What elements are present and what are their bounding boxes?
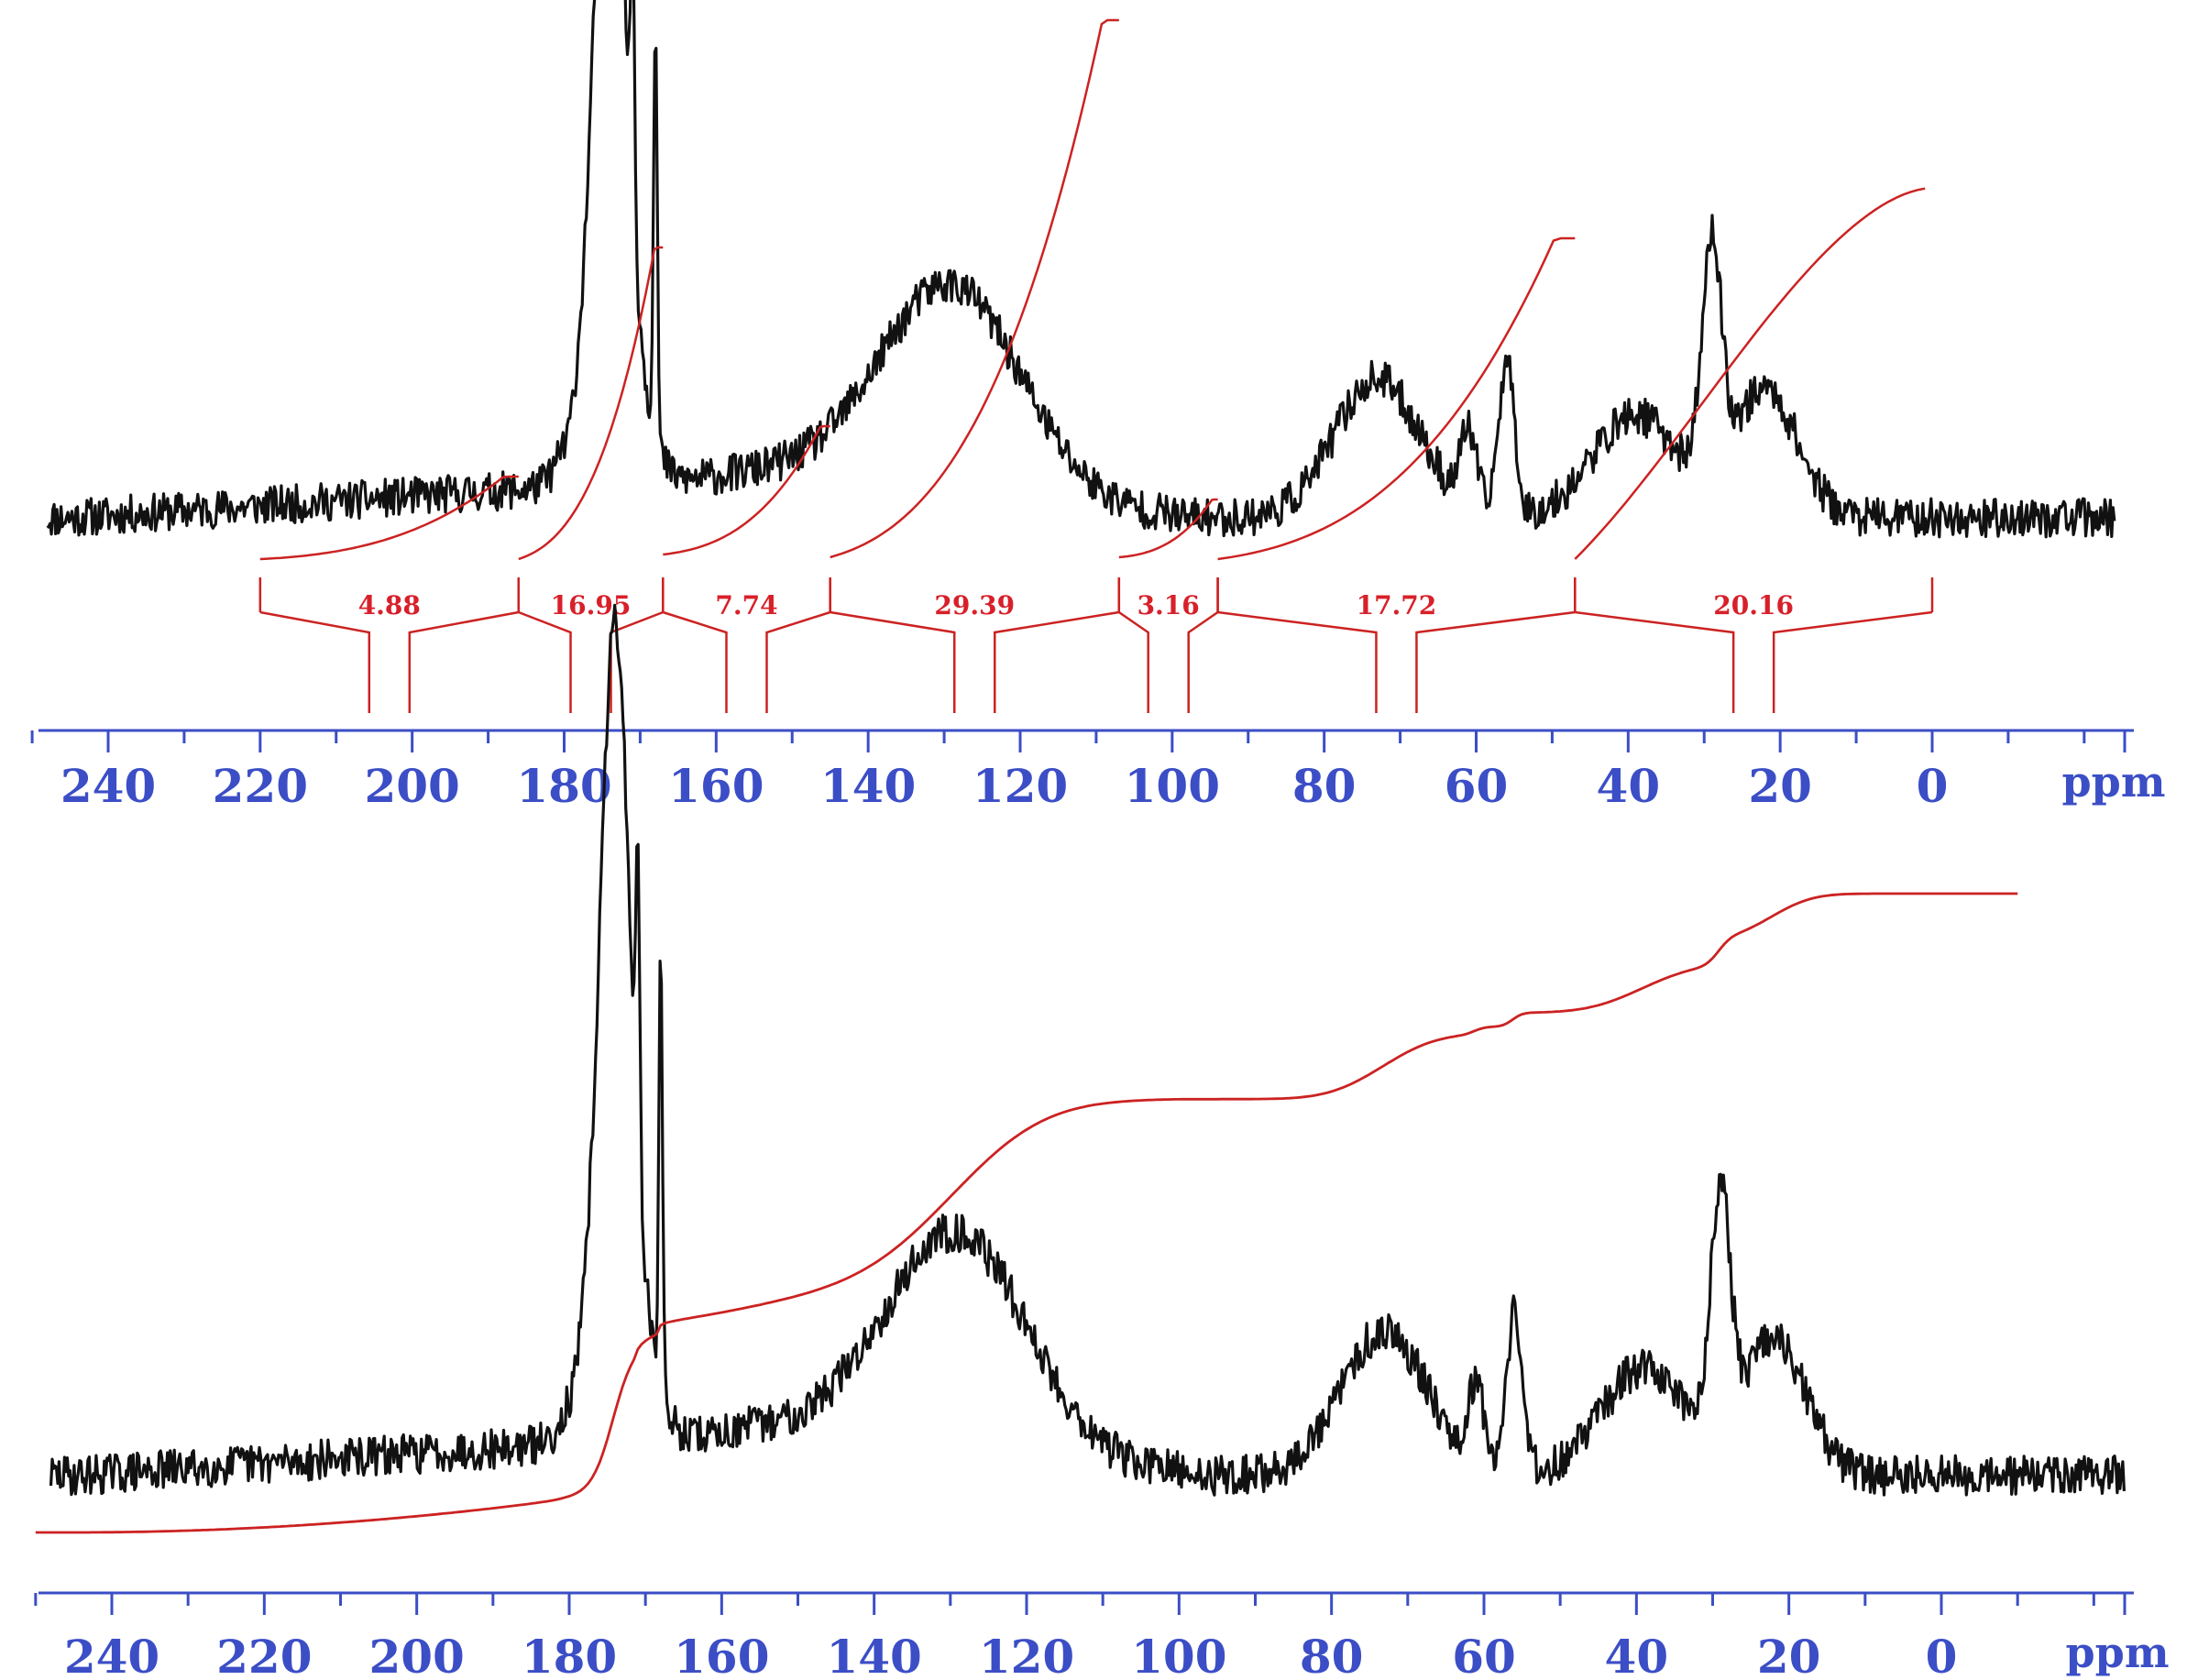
x-tick-label: 120 — [973, 759, 1068, 813]
x-tick-label: 80 — [1300, 1630, 1364, 1680]
integral-value-label: 4.88 — [358, 590, 421, 620]
integral-bracket-arm — [1187, 610, 1219, 713]
x-tick-label: 180 — [516, 759, 611, 813]
integral-segment — [259, 475, 519, 561]
integral-segment — [1217, 236, 1576, 561]
x-tick-label: 200 — [368, 1630, 464, 1680]
integral-bracket-arm — [1118, 610, 1149, 713]
integral-value-label: 20.16 — [1713, 590, 1794, 620]
integral-bracket-arm — [408, 610, 519, 713]
spectrum-panel-bottom: 240 220 200 180 160 140 120 100 80 60 40 20 0 ppm — [34, 603, 2170, 1680]
x-tick-label: 40 — [1605, 1630, 1669, 1680]
integral-bracket-arm — [662, 610, 728, 713]
x-tick-label: 220 — [216, 1630, 312, 1680]
x-tick-label: 140 — [820, 759, 916, 813]
integral-segment — [663, 424, 830, 556]
integral-value-label: 16.95 — [551, 590, 632, 620]
integral-bracket-arm — [765, 610, 831, 713]
integral-bracket-arm — [259, 610, 371, 713]
x-tick-label: 180 — [522, 1630, 617, 1680]
x-tick-label: 100 — [1125, 759, 1220, 813]
integral-bracket-arm — [1415, 610, 1576, 713]
x-tick-label: 60 — [1445, 759, 1509, 813]
integral-bracket-arm — [1772, 610, 1933, 713]
cumulative-integral-curve — [35, 892, 2018, 1534]
x-tick-label: 20 — [1757, 1630, 1821, 1680]
integral-bracket-arm — [518, 610, 572, 713]
x-tick-label: 240 — [60, 759, 156, 813]
x-tick-label: 120 — [979, 1630, 1074, 1680]
x-axis-unit: ppm — [2065, 1628, 2169, 1677]
integral-value-label: 17.72 — [1357, 590, 1437, 620]
integral-segment — [1574, 187, 1926, 560]
x-tick-label: 100 — [1131, 1630, 1226, 1680]
spectrum-panel-top: 240 220 200 180 160 140 120 100 80 60 40 20 0 ppm4.88… — [30, 0, 2166, 813]
integral-bracket-arm — [830, 610, 956, 713]
x-tick-label: 60 — [1452, 1630, 1516, 1680]
x-tick-label: 200 — [364, 759, 459, 813]
spectrum-trace — [46, 0, 2116, 539]
integral-segment — [1118, 498, 1218, 559]
integral-bracket-arm — [1217, 610, 1378, 713]
x-tick-label: 220 — [213, 759, 308, 813]
x-tick-label: 0 — [1926, 1630, 1958, 1680]
x-tick-label: 160 — [668, 759, 764, 813]
integral-value-label: 3.16 — [1137, 590, 1200, 620]
x-tick-label: 240 — [64, 1630, 159, 1680]
x-tick-label: 20 — [1748, 759, 1812, 813]
integral-segment — [518, 246, 664, 561]
spectrum-trace — [49, 603, 2126, 1497]
integral-value-label: 7.74 — [715, 590, 777, 620]
x-axis-unit: ppm — [2061, 757, 2165, 807]
integral-bracket-arm — [1575, 610, 1735, 713]
integral-segment — [830, 18, 1119, 559]
x-tick-label: 140 — [826, 1630, 921, 1680]
x-tick-label: 40 — [1597, 759, 1661, 813]
integral-bracket-arm — [994, 610, 1119, 713]
x-tick-label: 0 — [1917, 759, 1949, 813]
x-tick-label: 80 — [1292, 759, 1357, 813]
integral-value-label: 29.39 — [934, 590, 1015, 620]
x-tick-label: 160 — [674, 1630, 769, 1680]
